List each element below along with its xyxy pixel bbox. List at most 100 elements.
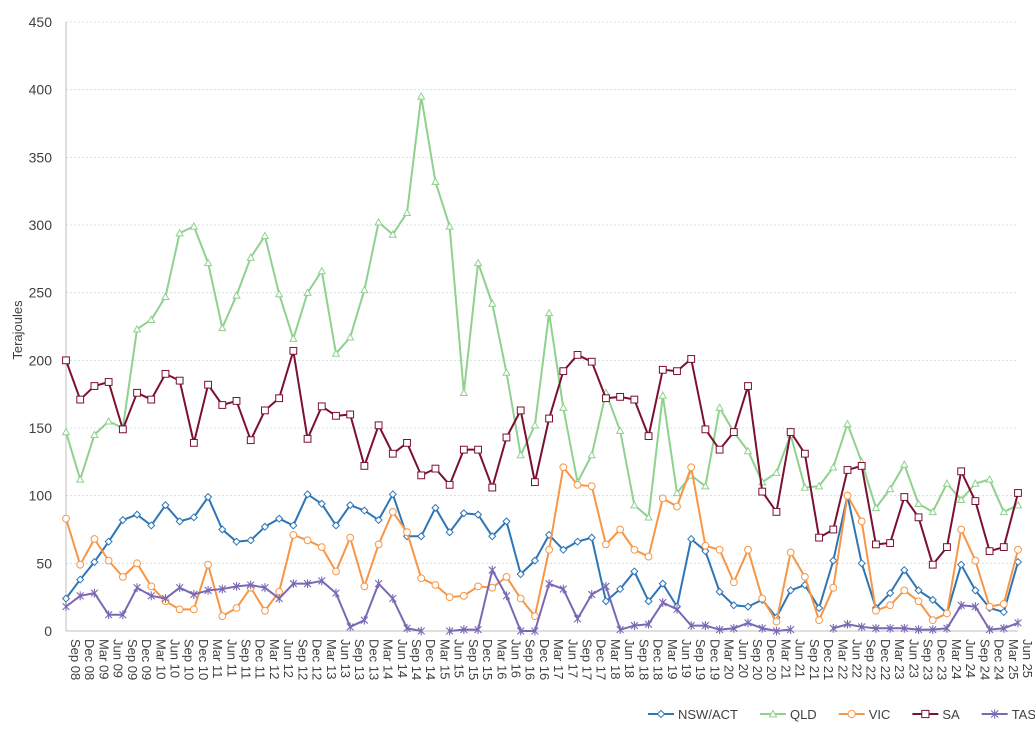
data-point bbox=[118, 515, 127, 525]
data-point bbox=[175, 517, 184, 526]
data-point bbox=[388, 490, 397, 499]
data-point bbox=[814, 481, 824, 490]
data-point bbox=[644, 552, 653, 561]
data-point bbox=[900, 565, 909, 575]
data-point bbox=[119, 610, 127, 620]
x-tick-label: Dec 14 bbox=[423, 639, 438, 680]
data-point bbox=[559, 367, 568, 376]
data-point bbox=[189, 221, 199, 230]
data-point bbox=[971, 556, 980, 565]
data-point bbox=[473, 258, 483, 267]
data-point bbox=[715, 545, 724, 554]
data-point bbox=[346, 533, 355, 542]
data-point bbox=[317, 266, 327, 275]
data-point bbox=[161, 594, 170, 603]
data-point bbox=[928, 616, 937, 625]
data-point bbox=[772, 468, 781, 476]
x-tick-label: Sep 08 bbox=[68, 639, 83, 680]
data-point bbox=[999, 543, 1008, 551]
x-tick-label: Dec 16 bbox=[537, 639, 552, 680]
data-point bbox=[729, 601, 738, 610]
data-point bbox=[474, 582, 482, 591]
x-tick-label: Jun 25 bbox=[1020, 639, 1035, 678]
data-point bbox=[715, 445, 724, 454]
data-point bbox=[332, 588, 340, 598]
data-point bbox=[175, 583, 184, 593]
data-point bbox=[175, 376, 184, 385]
data-point bbox=[658, 365, 667, 374]
x-tick-label: Dec 11 bbox=[253, 639, 268, 679]
data-point bbox=[416, 92, 426, 100]
y-tick-label: 350 bbox=[29, 149, 53, 165]
data-point bbox=[701, 621, 710, 630]
series-nsw-act bbox=[61, 490, 1023, 622]
y-tick-label: 150 bbox=[29, 420, 53, 436]
data-point bbox=[104, 378, 113, 386]
data-point bbox=[914, 499, 923, 508]
series-lines bbox=[61, 92, 1023, 636]
data-point bbox=[275, 394, 284, 403]
x-tick-label: Mar 25 bbox=[1006, 639, 1021, 679]
data-point bbox=[61, 427, 71, 436]
data-point bbox=[999, 507, 1009, 516]
data-point bbox=[189, 605, 198, 614]
data-point bbox=[687, 463, 696, 472]
data-point bbox=[76, 395, 85, 404]
x-tick-label: Mar 17 bbox=[551, 639, 566, 679]
data-point bbox=[431, 503, 440, 512]
x-tick-label: Dec 10 bbox=[196, 639, 211, 680]
data-point bbox=[744, 382, 752, 390]
data-point bbox=[90, 430, 99, 438]
data-point bbox=[1000, 623, 1008, 633]
data-point bbox=[630, 567, 639, 576]
x-tick-label: Dec 09 bbox=[139, 639, 154, 680]
data-point bbox=[246, 253, 255, 261]
data-point bbox=[147, 521, 156, 530]
data-point bbox=[857, 517, 866, 526]
data-point bbox=[743, 602, 753, 611]
data-point bbox=[445, 480, 454, 489]
data-point bbox=[559, 584, 568, 594]
x-tick-label: Mar 16 bbox=[494, 639, 509, 679]
data-point bbox=[615, 426, 625, 434]
data-point bbox=[388, 508, 397, 516]
data-point bbox=[360, 285, 369, 294]
x-tick-label: Sep 21 bbox=[807, 639, 822, 680]
y-tick-label: 250 bbox=[29, 285, 53, 301]
data-point bbox=[90, 588, 99, 598]
data-point bbox=[417, 626, 426, 636]
data-point bbox=[303, 536, 312, 545]
x-tick-label: Mar 15 bbox=[437, 639, 452, 679]
data-point bbox=[943, 543, 951, 551]
x-tick-label: Mar 14 bbox=[381, 639, 396, 679]
data-point bbox=[317, 543, 326, 551]
y-tick-label: 200 bbox=[29, 352, 53, 368]
gridlines bbox=[66, 21, 1018, 564]
data-point bbox=[999, 600, 1008, 608]
data-point bbox=[62, 514, 70, 523]
data-point bbox=[829, 583, 838, 592]
data-point bbox=[814, 603, 824, 613]
data-point bbox=[232, 537, 241, 546]
x-tick-label: Sep 11 bbox=[239, 639, 254, 679]
data-point bbox=[459, 509, 468, 518]
data-point bbox=[346, 622, 354, 632]
data-point bbox=[786, 586, 795, 595]
data-point bbox=[602, 540, 610, 549]
x-tick-label: Sep 13 bbox=[352, 639, 367, 680]
data-point bbox=[843, 619, 852, 629]
data-point bbox=[601, 597, 611, 606]
data-point bbox=[530, 556, 540, 565]
x-tick-label: Dec 21 bbox=[821, 639, 836, 680]
legend-label: NSW/ACT bbox=[678, 707, 738, 722]
data-point bbox=[914, 586, 923, 595]
x-tick-label: Dec 08 bbox=[82, 639, 97, 680]
data-point bbox=[971, 479, 980, 487]
data-point bbox=[204, 380, 212, 389]
data-point bbox=[218, 323, 227, 332]
data-point bbox=[957, 525, 966, 534]
data-point bbox=[957, 600, 965, 610]
data-point bbox=[815, 533, 823, 542]
data-point bbox=[687, 534, 696, 544]
